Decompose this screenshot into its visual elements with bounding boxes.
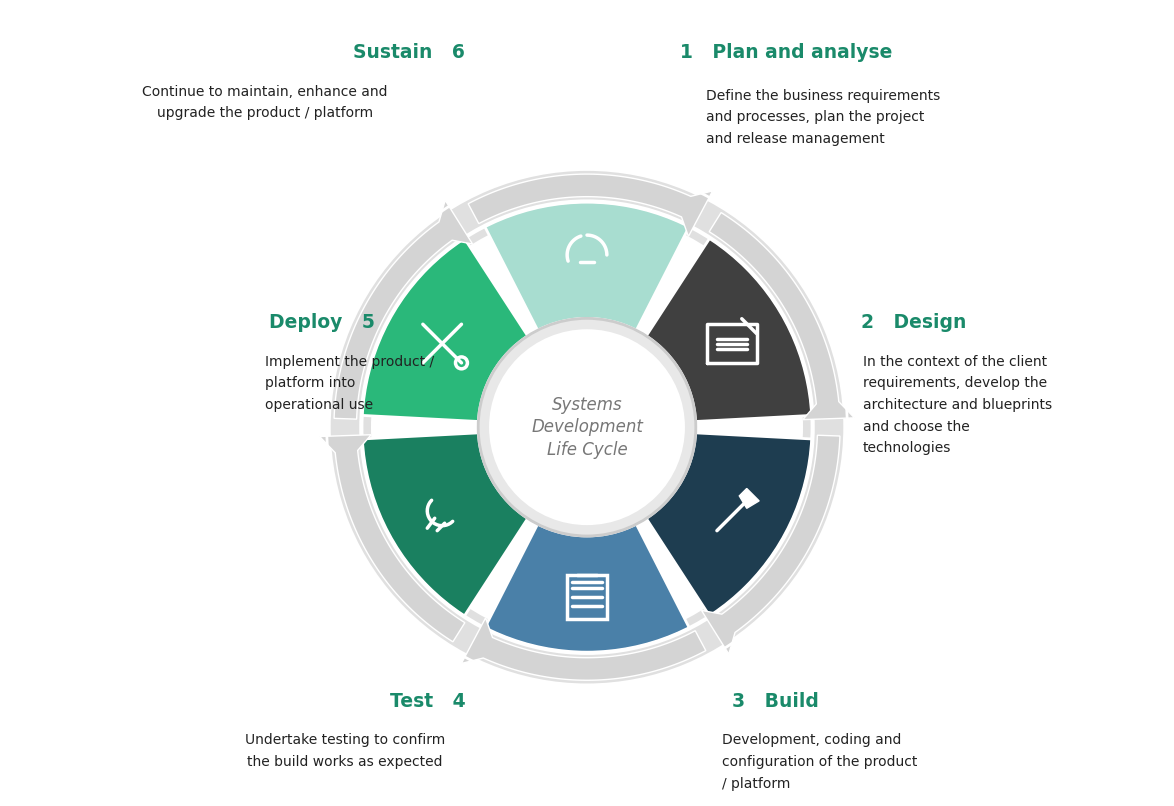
Polygon shape (740, 488, 760, 509)
Wedge shape (485, 202, 689, 330)
Wedge shape (646, 238, 812, 422)
Wedge shape (331, 171, 843, 683)
Wedge shape (362, 433, 528, 617)
Wedge shape (646, 433, 812, 617)
Polygon shape (702, 435, 839, 654)
Polygon shape (709, 213, 855, 420)
Polygon shape (335, 200, 472, 419)
Text: 1   Plan and analyse: 1 Plan and analyse (680, 43, 892, 62)
Text: Systems: Systems (552, 396, 622, 413)
Text: Define the business requirements
and processes, plan the project
and release man: Define the business requirements and pro… (707, 89, 940, 146)
Text: Life Cycle: Life Cycle (547, 441, 627, 459)
Text: 2   Design: 2 Design (861, 313, 966, 332)
Text: Sustain   6: Sustain 6 (353, 43, 465, 62)
Polygon shape (461, 618, 706, 680)
Wedge shape (362, 238, 528, 422)
Text: In the context of the client
requirements, develop the
architecture and blueprin: In the context of the client requirement… (863, 355, 1052, 455)
Wedge shape (485, 524, 689, 653)
Text: Deploy   5: Deploy 5 (269, 313, 375, 332)
Text: Development: Development (531, 418, 643, 436)
Circle shape (490, 329, 684, 526)
Polygon shape (319, 434, 465, 642)
Text: Undertake testing to confirm
the build works as expected: Undertake testing to confirm the build w… (245, 733, 445, 769)
Circle shape (478, 318, 696, 536)
Text: Continue to maintain, enhance and
upgrade the product / platform: Continue to maintain, enhance and upgrad… (142, 85, 387, 120)
Text: Implement the product /
platform into
operational use: Implement the product / platform into op… (264, 355, 433, 412)
Text: Test   4: Test 4 (390, 692, 465, 711)
Polygon shape (468, 174, 713, 236)
Text: Development, coding and
configuration of the product
/ platform: Development, coding and configuration of… (722, 733, 918, 791)
Text: 3   Build: 3 Build (733, 692, 819, 711)
